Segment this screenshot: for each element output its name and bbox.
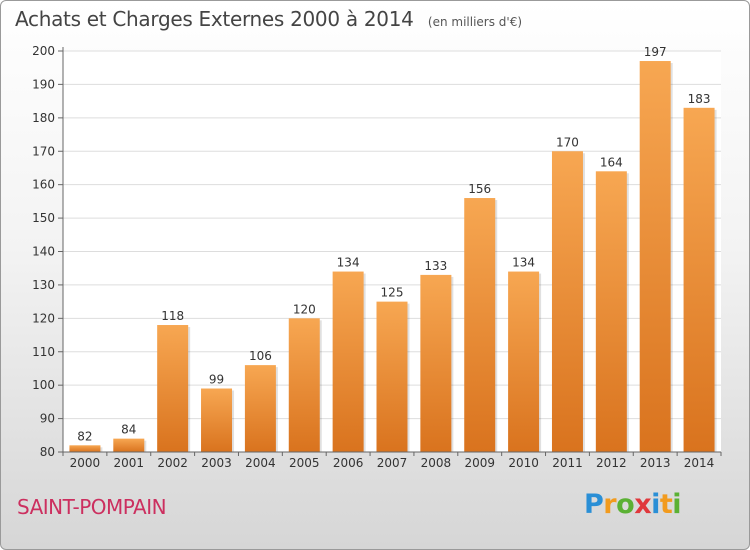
- bar: [683, 107, 715, 452]
- bar: [157, 325, 189, 452]
- y-tick-label: 110: [32, 345, 55, 359]
- x-tick-label: 2011: [552, 456, 583, 470]
- x-tick-label: 2007: [377, 456, 408, 470]
- y-tick-label: 90: [40, 412, 55, 426]
- bar: [113, 438, 145, 452]
- y-tick-label: 180: [32, 111, 55, 125]
- data-label: 134: [337, 256, 360, 270]
- logo-letter: i: [651, 489, 660, 520]
- bar: [639, 61, 671, 453]
- data-label: 106: [249, 349, 272, 363]
- logo-letter: r: [603, 489, 617, 520]
- bar: [332, 271, 364, 452]
- logo-letter: P: [584, 489, 604, 520]
- x-tick-label: 2009: [464, 456, 495, 470]
- data-label: 84: [121, 423, 136, 437]
- y-tick-label: 140: [32, 245, 55, 259]
- data-label: 197: [644, 45, 667, 59]
- data-label: 183: [688, 92, 711, 106]
- x-tick-label: 2006: [333, 456, 364, 470]
- axes-group: [58, 47, 722, 456]
- chart-title: Achats et Charges Externes 2000 à 2014: [15, 7, 414, 31]
- x-tick-label: 2000: [70, 456, 101, 470]
- bar: [69, 445, 101, 452]
- y-tick-label: 150: [32, 211, 55, 225]
- bar: [551, 151, 583, 452]
- data-label: 82: [77, 429, 92, 443]
- x-tick-label: 2014: [684, 456, 715, 470]
- x-tick-label: 2001: [114, 456, 145, 470]
- logo-letter: x: [634, 489, 652, 520]
- data-label: 170: [556, 135, 579, 149]
- x-tick-label: 2004: [245, 456, 276, 470]
- y-tick-label: 120: [32, 311, 55, 325]
- bars-group: [69, 61, 717, 453]
- x-tick-label: 2002: [157, 456, 188, 470]
- bar: [288, 318, 320, 452]
- data-label: 134: [512, 256, 535, 270]
- logo-letter: o: [616, 489, 635, 520]
- data-label: 156: [468, 182, 491, 196]
- bar: [201, 388, 233, 452]
- logo-letter: t: [659, 489, 673, 520]
- data-label: 133: [424, 259, 447, 273]
- data-label: 164: [600, 155, 623, 169]
- y-tick-label: 80: [40, 445, 55, 459]
- y-tick-label: 170: [32, 144, 55, 158]
- proxiti-logo: Proxiti: [584, 489, 682, 520]
- bar: [595, 171, 627, 453]
- chart-title-block: Achats et Charges Externes 2000 à 2014 (…: [15, 7, 522, 31]
- x-tick-label: 2012: [596, 456, 627, 470]
- chart-subtitle: (en milliers d'€): [427, 15, 523, 29]
- commune-name: SAINT-POMPAIN: [17, 495, 167, 519]
- bar: [420, 274, 452, 452]
- bar: [244, 365, 276, 452]
- x-tick-label: 2005: [289, 456, 320, 470]
- x-tick-label: 2013: [640, 456, 671, 470]
- data-label: 99: [209, 373, 224, 387]
- y-tick-label: 200: [32, 44, 55, 58]
- bar: [376, 301, 408, 452]
- x-tick-label: 2008: [421, 456, 452, 470]
- data-label: 118: [161, 309, 184, 323]
- x-tick-label: 2003: [201, 456, 232, 470]
- data-label: 125: [381, 286, 404, 300]
- y-tick-label: 100: [32, 378, 55, 392]
- logo-letter: i: [672, 489, 682, 520]
- data-label: 120: [293, 302, 316, 316]
- bar: [464, 198, 496, 452]
- bar: [508, 271, 540, 452]
- y-tick-label: 190: [32, 77, 55, 91]
- y-tick-label: 130: [32, 278, 55, 292]
- y-tick-label: 160: [32, 178, 55, 192]
- labels-group: 80 90 100 110 120 130 140 150 160 170 180 190 200 82 2…: [32, 44, 714, 470]
- x-tick-label: 2010: [508, 456, 539, 470]
